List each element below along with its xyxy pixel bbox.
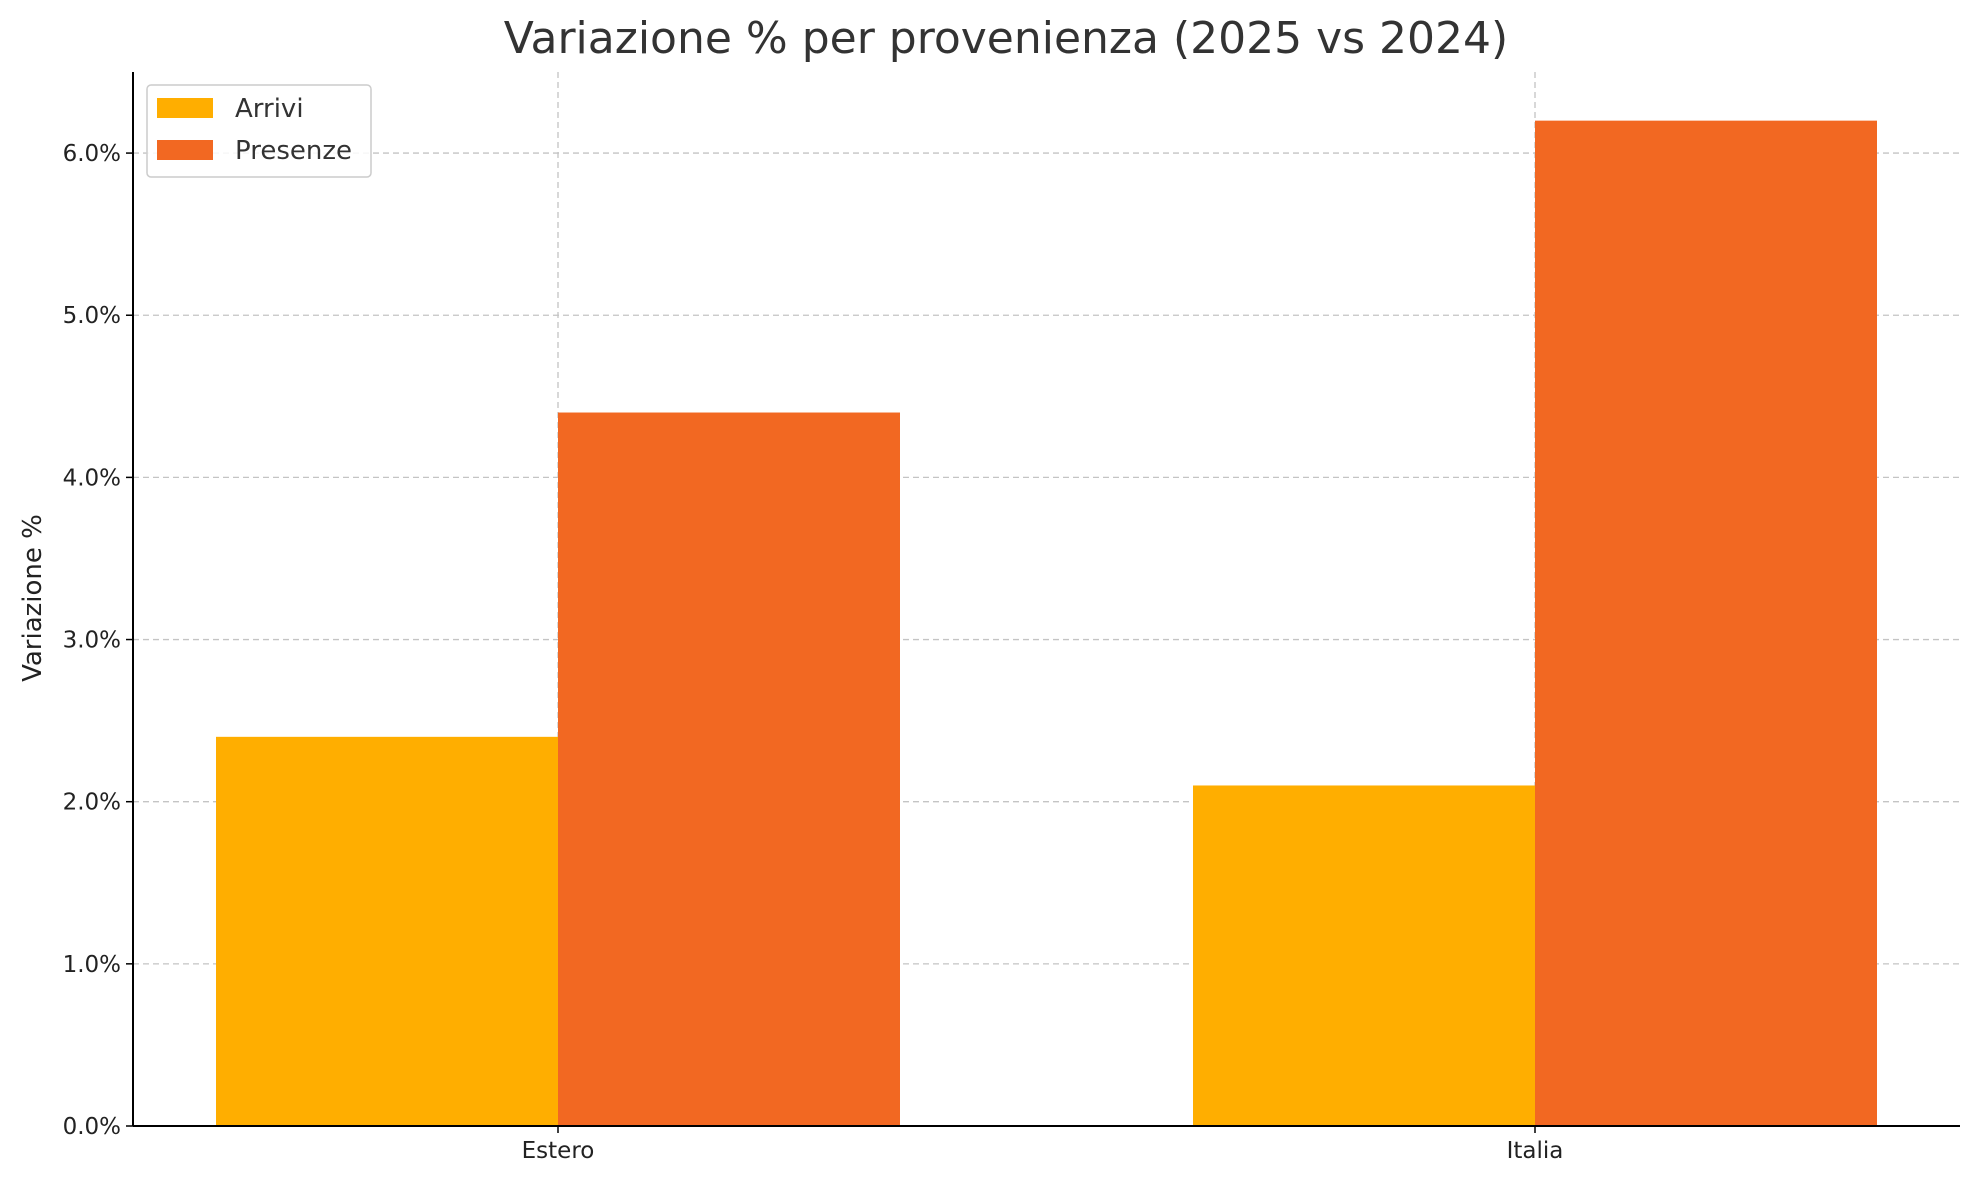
legend-swatch-presenze — [157, 140, 213, 160]
legend-label-presenze: Presenze — [235, 136, 352, 166]
y-tick-label: 4.0% — [63, 465, 121, 491]
legend-swatch-arrivi — [157, 98, 213, 118]
chart-title: Variazione % per provenienza (2025 vs 20… — [504, 13, 1508, 64]
bars — [216, 120, 1877, 1126]
y-tick-label: 5.0% — [63, 303, 121, 329]
y-tick-label: 6.0% — [63, 141, 121, 167]
legend-label-arrivi: Arrivi — [235, 94, 304, 124]
bar-arrivi-estero — [216, 736, 558, 1126]
y-tick-label: 0.0% — [63, 1114, 121, 1140]
bar-presenze-italia — [1535, 120, 1877, 1126]
legend: Arrivi Presenze — [146, 84, 372, 178]
y-tick-label: 2.0% — [63, 790, 121, 816]
y-tick-label: 1.0% — [63, 952, 121, 978]
y-axis-label: Variazione % — [18, 514, 48, 682]
bar-arrivi-italia — [1193, 785, 1535, 1126]
y-tick-label: 3.0% — [63, 628, 121, 654]
x-ticks: Estero Italia — [522, 1126, 1564, 1164]
bar-presenze-estero — [558, 412, 900, 1126]
x-tick-label: Estero — [522, 1138, 595, 1164]
x-tick-label: Italia — [1507, 1138, 1564, 1164]
y-ticks: 0.0% 1.0% 2.0% 3.0% 4.0% 5.0% 6.0% — [63, 141, 133, 1140]
